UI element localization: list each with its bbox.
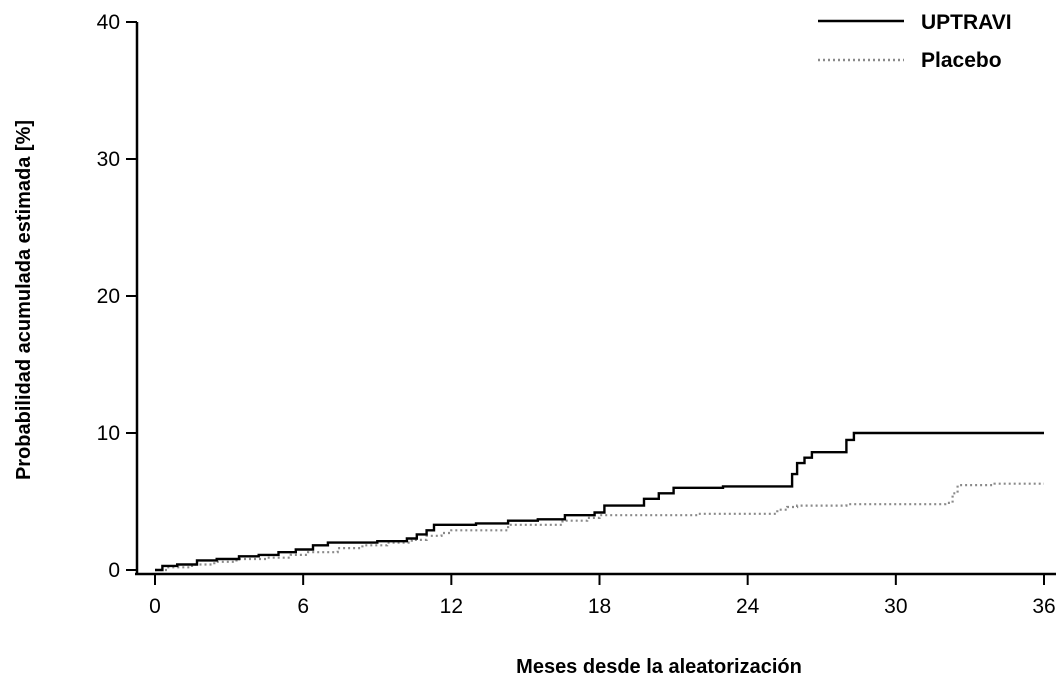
x-tick-label: 12 (440, 595, 463, 618)
y-tick-label: 30 (97, 148, 120, 171)
legend: UPTRAVI Placebo (818, 11, 1012, 72)
x-tick-label: 0 (149, 595, 161, 618)
x-tick-label: 36 (1032, 595, 1055, 618)
legend-uptravi-label: UPTRAVI (921, 11, 1012, 34)
legend-placebo-label: Placebo (921, 49, 1002, 72)
x-tick-label: 18 (588, 595, 611, 618)
y-tick-label: 20 (97, 285, 120, 308)
y-axis-ticks: 0 10 20 30 40 (97, 11, 137, 582)
series-line-uptravi (155, 431, 1044, 572)
series-layer (155, 431, 1044, 572)
x-axis-title: Meses desde la aleatorización (516, 656, 802, 678)
y-axis-title: Probabilidad acumulada estimada [%] (13, 120, 35, 480)
x-tick-label: 24 (736, 595, 760, 618)
x-tick-label: 30 (884, 595, 907, 618)
series-line-placebo (155, 482, 1044, 572)
x-tick-label: 6 (297, 595, 309, 618)
y-tick-label: 40 (97, 11, 120, 34)
y-tick-label: 0 (108, 559, 120, 582)
x-axis-ticks: 0 6 12 18 24 30 36 (149, 574, 1056, 618)
y-tick-label: 10 (97, 422, 120, 445)
